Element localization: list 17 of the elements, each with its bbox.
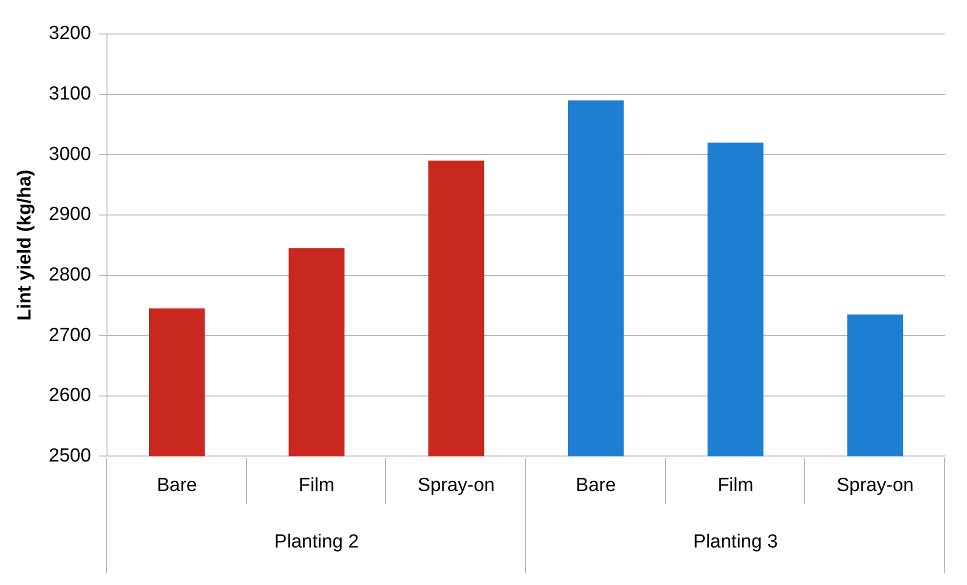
x-tick-label: Bare — [576, 474, 616, 496]
x-tick-label: Spray-on — [836, 474, 914, 496]
y-tick-label: 3200 — [48, 23, 92, 44]
y-tick-label: 2600 — [48, 385, 92, 406]
y-tick-label: 2700 — [48, 324, 92, 346]
x-tick-label: Spray-on — [418, 474, 495, 496]
text: Planting 3 — [693, 531, 778, 552]
x-tick-label: Bare — [156, 474, 197, 496]
y-tick-label: 3000 — [48, 144, 92, 165]
y-tick-label: 2800 — [48, 264, 92, 286]
x-tick-label: Film — [718, 474, 754, 496]
text: Planting 2 — [274, 531, 359, 552]
x-tick-label: Film — [298, 474, 334, 496]
y-axis-title: Lint yield (kg/ha) — [14, 170, 36, 321]
y-tick-label: 3100 — [48, 84, 92, 105]
y-tick-label: 2500 — [48, 445, 92, 466]
y-tick-label: 2900 — [48, 204, 92, 226]
